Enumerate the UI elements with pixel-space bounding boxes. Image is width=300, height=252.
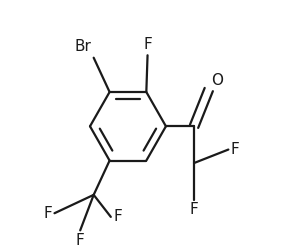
Text: F: F bbox=[231, 142, 240, 157]
Text: F: F bbox=[143, 37, 152, 52]
Text: O: O bbox=[211, 73, 223, 88]
Text: F: F bbox=[76, 233, 85, 248]
Text: F: F bbox=[190, 202, 199, 217]
Text: F: F bbox=[113, 209, 122, 224]
Text: Br: Br bbox=[74, 39, 91, 54]
Text: F: F bbox=[43, 206, 52, 221]
